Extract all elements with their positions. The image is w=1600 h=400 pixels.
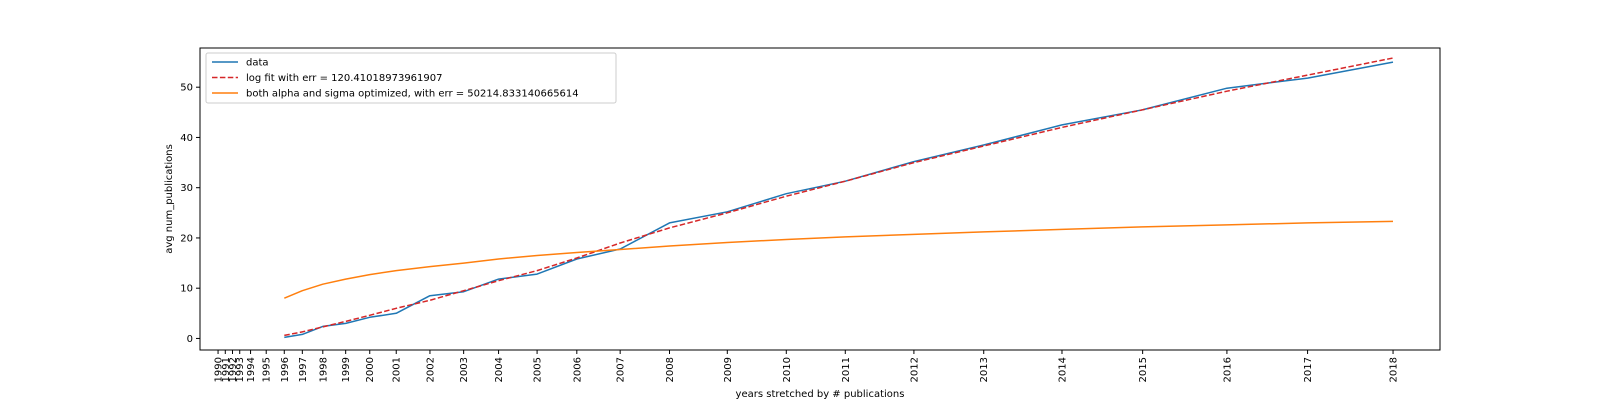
x-tick-label: 2010 (782, 357, 793, 382)
y-tick-label: 20 (180, 233, 193, 244)
legend-box (205, 52, 617, 104)
y-tick-label: 0 (187, 334, 193, 345)
x-tick-label: 2009 (723, 357, 734, 382)
y-axis: 0 10 20 30 40 50 (180, 83, 200, 345)
x-tick-label: 2007 (616, 357, 627, 382)
x-tick-label: 1999 (341, 357, 352, 382)
y-tick-label: 30 (180, 183, 193, 194)
x-tick-label: 2002 (425, 357, 436, 382)
x-tick-label: 1994 (246, 357, 257, 382)
x-tick-label: 2012 (909, 357, 920, 382)
plot-area (199, 47, 1441, 351)
x-tick-label: 1991 (221, 357, 232, 382)
x-tick-label: 1996 (280, 357, 291, 382)
x-tick-label: 1993 (235, 357, 246, 382)
legend-label-0: data (246, 58, 269, 69)
y-tick-label: 50 (180, 83, 193, 94)
y-tick-label: 40 (180, 133, 193, 144)
y-tick-label: 10 (180, 284, 193, 295)
x-tick-label: 2016 (1222, 357, 1233, 382)
x-tick-label: 2006 (572, 357, 583, 382)
x-tick-label: 2004 (494, 357, 505, 382)
x-tick-label: 2003 (459, 357, 470, 382)
x-tick-label: 1997 (298, 357, 309, 382)
series-layer (284, 57, 1394, 339)
x-tick-label: 1995 (262, 357, 273, 382)
x-tick-label: 2017 (1303, 357, 1314, 382)
x-tick-label: 2005 (533, 357, 544, 382)
x-tick-label: 1990 (214, 357, 225, 382)
series-line-2 (284, 220, 1394, 299)
legend-label-1: log fit with err = 120.41018973961907 (246, 73, 443, 84)
series-line-1 (284, 57, 1394, 337)
legend-label-2: both alpha and sigma optimized, with err… (246, 89, 579, 100)
plot-frame (199, 47, 1441, 351)
y-axis-label: avg num_publications (164, 144, 175, 254)
legend: data log fit with err = 120.4101897396190… (205, 52, 617, 104)
x-tick-label: 1998 (318, 357, 329, 382)
x-tick-label: 1992 (228, 357, 239, 382)
x-tick-label: 2018 (1389, 357, 1400, 382)
x-tick-label: 2011 (841, 357, 852, 382)
x-axis-label: years stretched by # publications (736, 389, 905, 400)
x-tick-label: 2015 (1138, 357, 1149, 382)
x-tick-label: 2008 (665, 357, 676, 382)
x-tick-label: 2001 (392, 357, 403, 382)
x-tick-label: 2014 (1057, 357, 1068, 382)
x-tick-label: 2013 (979, 357, 990, 382)
x-tick-label: 2000 (365, 357, 376, 382)
